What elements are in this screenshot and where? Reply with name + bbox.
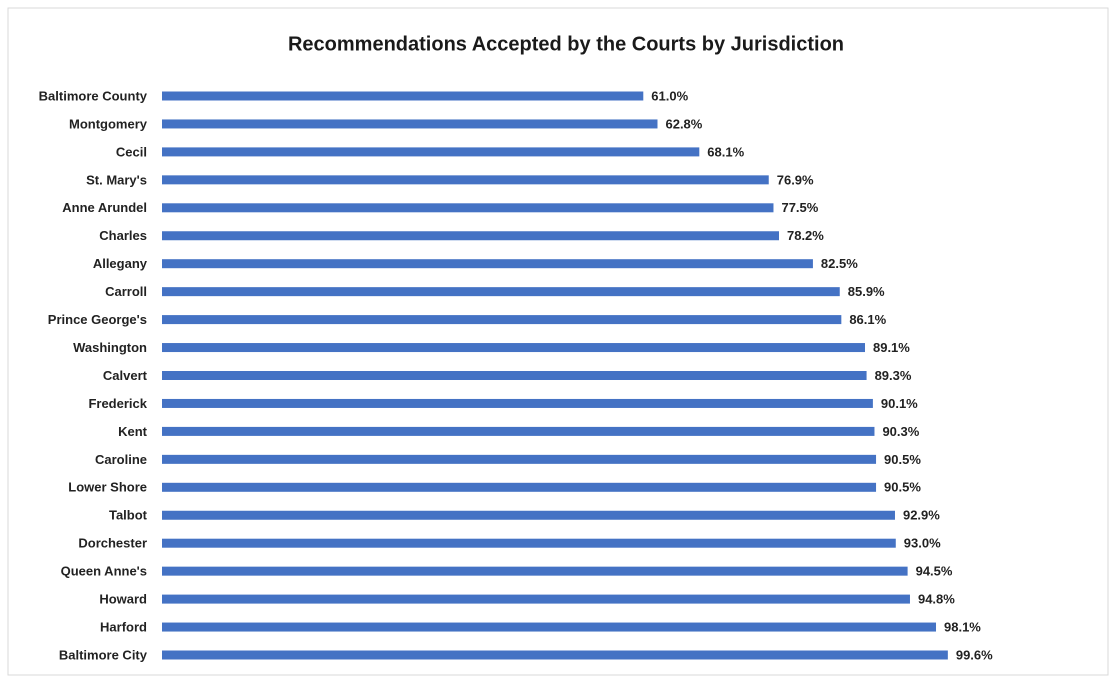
bar [162, 426, 875, 436]
value-label: 89.1% [873, 340, 910, 355]
value-label: 89.3% [875, 368, 912, 383]
category-label: Queen Anne's [61, 564, 147, 579]
bar [162, 510, 895, 520]
bar [162, 119, 658, 129]
category-label: Frederick [88, 396, 147, 411]
bar [162, 231, 779, 241]
bar [162, 343, 865, 353]
category-label: Harford [100, 619, 147, 634]
category-label: Calvert [103, 368, 148, 383]
value-label: 77.5% [781, 200, 818, 215]
bar [162, 315, 842, 325]
category-label: Dorchester [78, 536, 147, 551]
category-label: Baltimore County [39, 88, 148, 103]
category-label: Charles [99, 228, 147, 243]
value-label: 99.6% [956, 647, 993, 662]
bar [162, 371, 867, 380]
value-label: 90.5% [884, 452, 921, 467]
value-label: 78.2% [787, 228, 824, 243]
bar [162, 175, 769, 185]
value-label: 98.1% [944, 619, 981, 634]
category-label: Kent [118, 424, 148, 439]
category-label: Washington [73, 340, 147, 355]
category-label: St. Mary's [86, 172, 147, 187]
value-label: 90.3% [882, 424, 919, 439]
value-label: 68.1% [707, 144, 744, 159]
bar [162, 259, 813, 269]
value-label: 93.0% [904, 536, 941, 551]
value-label: 90.5% [884, 480, 921, 495]
value-label: 85.9% [848, 284, 885, 299]
category-label: Howard [99, 592, 147, 607]
bar [162, 203, 774, 213]
bar [162, 622, 937, 632]
bar [162, 538, 896, 548]
bar [162, 482, 877, 492]
category-label: Caroline [95, 452, 147, 467]
category-label: Cecil [116, 144, 147, 159]
value-label: 76.9% [777, 172, 814, 187]
value-label: 82.5% [821, 256, 858, 271]
bar [162, 398, 873, 408]
chart-frame [7, 7, 1109, 676]
bar [162, 566, 908, 576]
bar [162, 650, 948, 660]
value-label: 94.8% [918, 592, 955, 607]
value-label: 86.1% [849, 312, 886, 327]
bar [162, 594, 910, 604]
value-label: 90.1% [881, 396, 918, 411]
value-label: 61.0% [651, 88, 688, 103]
category-label: Talbot [109, 508, 148, 523]
value-label: 94.5% [916, 564, 953, 579]
category-label: Anne Arundel [62, 200, 147, 215]
bar [162, 91, 644, 101]
category-label: Lower Shore [68, 480, 147, 495]
value-label: 62.8% [665, 116, 702, 131]
value-label: 92.9% [903, 508, 940, 523]
chart-title: Recommendations Accepted by the Courts b… [288, 33, 844, 55]
category-label: Allegany [93, 256, 148, 271]
bar [162, 147, 700, 157]
bar [162, 287, 840, 297]
category-label: Prince George's [48, 312, 147, 327]
bar [162, 454, 877, 464]
category-label: Montgomery [69, 116, 148, 131]
category-label: Baltimore City [59, 647, 148, 662]
category-label: Carroll [105, 284, 147, 299]
